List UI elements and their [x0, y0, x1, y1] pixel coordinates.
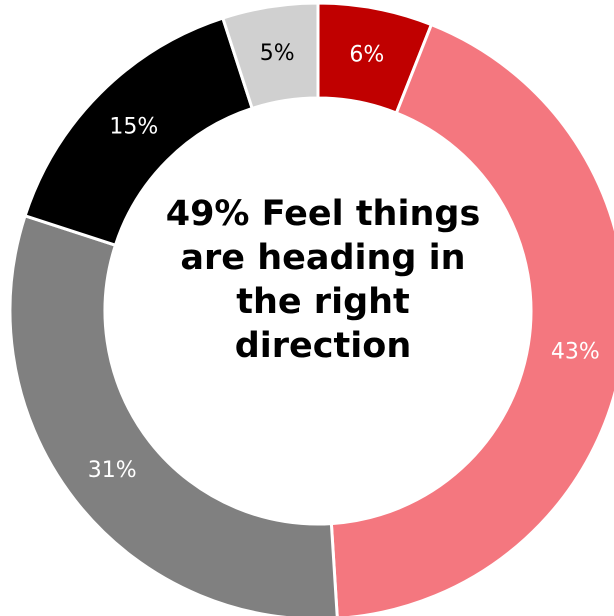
slice-label-15pct: 15%	[109, 114, 158, 139]
slice-label-6pct: 6%	[349, 43, 384, 68]
donut-slices	[8, 1, 614, 616]
slice-label-31pct: 31%	[88, 458, 137, 483]
center-caption: 49% Feel things are heading in the right…	[165, 194, 481, 366]
slice-label-5pct: 5%	[260, 41, 295, 66]
slice-label-43pct: 43%	[551, 339, 600, 364]
slice-43pct	[329, 22, 614, 616]
slice-31pct	[8, 213, 339, 616]
slice-labels: 6% 43% 31% 15% 5%	[88, 41, 600, 483]
slice-5pct	[220, 1, 320, 111]
